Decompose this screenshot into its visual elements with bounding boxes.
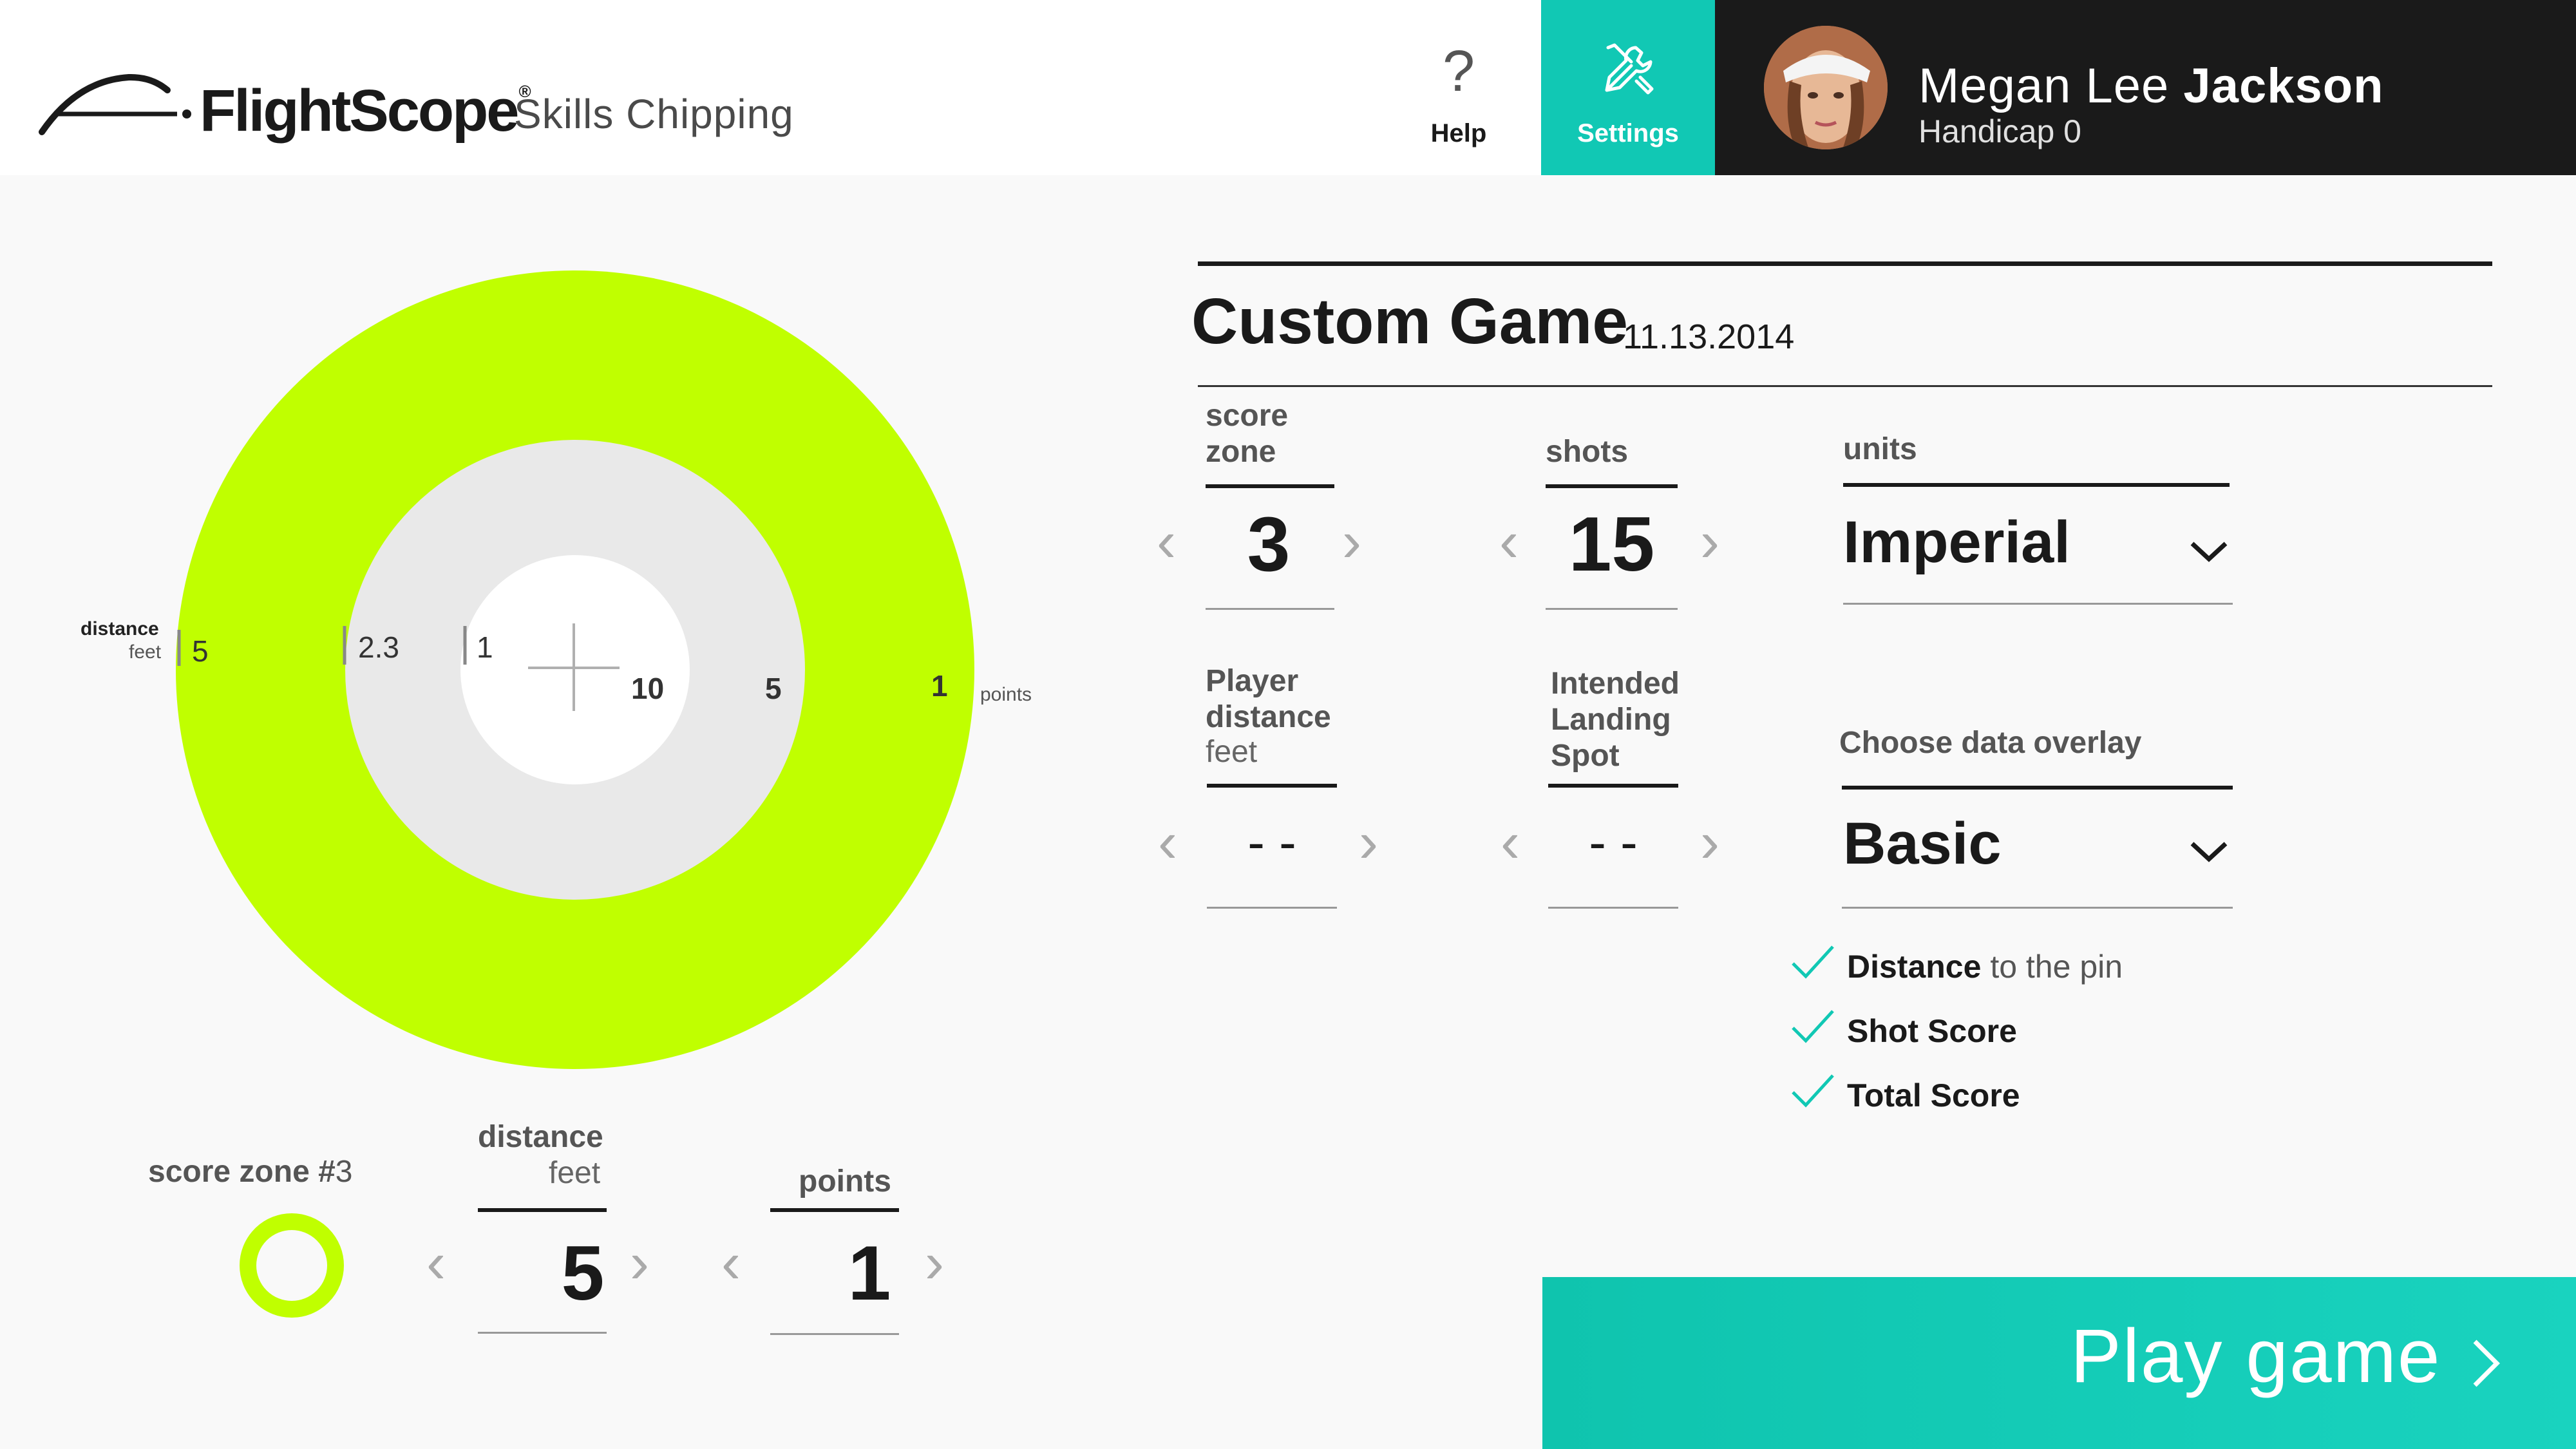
play-game-label: Play game (2070, 1314, 2441, 1399)
points-value-middle: 5 (765, 672, 782, 705)
zone-points-prev-button[interactable]: ‹ (721, 1231, 741, 1295)
settings-button[interactable]: Settings (1541, 0, 1715, 175)
score-zone-prev-button[interactable]: ‹ (1157, 509, 1176, 574)
zone-distance-value: 5 (561, 1230, 605, 1316)
distance-value-inner: 1 (477, 630, 493, 664)
divider (770, 1208, 899, 1212)
checkmark-icon (1792, 945, 1834, 979)
chevron-down-icon[interactable] (2190, 840, 2228, 863)
shots-value: 15 (1568, 501, 1655, 587)
zone-distance-label: distance (478, 1120, 603, 1154)
chevron-right-icon (2473, 1340, 2500, 1387)
divider (1207, 784, 1337, 788)
brand-name: FlightScope® (200, 78, 531, 144)
divider (1207, 907, 1337, 909)
zone-points-value: 1 (848, 1230, 891, 1316)
header-bar: FlightScope® Skills Chipping ? Help Sett… (0, 0, 2576, 175)
distance-caption: distance (80, 618, 159, 639)
zone-points-next-button[interactable]: › (925, 1231, 944, 1295)
settings-label: Settings (1577, 119, 1679, 147)
points-value-outer: 1 (931, 669, 948, 703)
zone-distance-next-button[interactable]: › (630, 1231, 649, 1295)
landing-spot-value: - - (1589, 813, 1638, 871)
score-zone-value: 3 (1247, 501, 1291, 587)
game-date: 11.13.2014 (1623, 317, 1795, 356)
divider (478, 1208, 607, 1212)
divider (1548, 784, 1678, 788)
divider (1546, 484, 1678, 488)
zone-distance-prev-button[interactable]: ‹ (426, 1231, 446, 1295)
divider (770, 1333, 899, 1335)
player-distance-value: - - (1247, 813, 1296, 871)
shots-next-button[interactable]: › (1700, 509, 1719, 574)
player-distance-label: Player distance (1206, 664, 1331, 734)
app-title: Skills Chipping (514, 91, 794, 137)
landing-spot-prev-button[interactable]: ‹ (1501, 810, 1520, 875)
player-distance-prev-button[interactable]: ‹ (1158, 810, 1177, 875)
overlay-label: Choose data overlay (1839, 726, 2142, 760)
units-label: units (1843, 432, 1917, 466)
divider (1548, 907, 1678, 909)
score-zone-title: score zone #3 (148, 1155, 353, 1189)
user-profile[interactable]: Megan Lee Jackson Handicap 0 (1715, 0, 2576, 175)
divider (478, 1332, 607, 1334)
divider (1198, 385, 2492, 387)
overlay-select-value[interactable]: Basic (1843, 811, 2002, 876)
divider (1206, 484, 1334, 488)
units-select-value[interactable]: Imperial (1843, 509, 2070, 575)
distance-value-middle: 2.3 (358, 630, 399, 664)
zone-distance-unit: feet (549, 1156, 601, 1190)
user-name: Megan Lee Jackson (1918, 59, 2384, 113)
checkmark-icon (1792, 1010, 1834, 1043)
main-area: distance feet 5 2.3 1 10 5 1 points scor… (0, 175, 2576, 1449)
landing-spot-next-button[interactable]: › (1700, 810, 1719, 875)
game-title: Custom Game (1191, 285, 1628, 357)
flightscope-logo-icon (39, 73, 191, 135)
shots-prev-button[interactable]: ‹ (1499, 509, 1519, 574)
score-zone-swatch (240, 1213, 344, 1318)
zone-points-label: points (799, 1164, 891, 1198)
distance-value-outer: 5 (192, 634, 209, 668)
help-button[interactable]: ? Help (1397, 0, 1520, 175)
target-diagram (176, 270, 974, 1069)
player-distance-next-button[interactable]: › (1359, 810, 1378, 875)
divider (1842, 786, 2233, 790)
user-handicap: Handicap 0 (1918, 113, 2081, 149)
divider (1198, 261, 2492, 266)
score-zone-next-button[interactable]: › (1342, 509, 1361, 574)
avatar (1764, 26, 1888, 149)
play-game-button[interactable]: Play game (1542, 1277, 2576, 1449)
help-icon: ? (1442, 39, 1475, 104)
crosshair-icon (528, 623, 620, 711)
divider (1843, 603, 2233, 605)
divider (1842, 907, 2233, 909)
shots-label: shots (1546, 435, 1629, 469)
player-distance-unit: feet (1206, 735, 1258, 769)
divider (1206, 608, 1334, 610)
score-zone-label: score zone (1206, 399, 1289, 469)
distance-unit-caption: feet (129, 641, 162, 663)
help-label: Help (1430, 119, 1487, 147)
chevron-down-icon[interactable] (2190, 540, 2228, 563)
points-caption: points (980, 684, 1032, 705)
divider (1546, 608, 1678, 610)
points-value-inner: 10 (631, 672, 665, 705)
landing-spot-label: Intended Landing Spot (1551, 667, 1680, 773)
tools-icon (1605, 43, 1654, 95)
divider (1843, 483, 2230, 487)
checkmark-icon (1792, 1074, 1834, 1108)
